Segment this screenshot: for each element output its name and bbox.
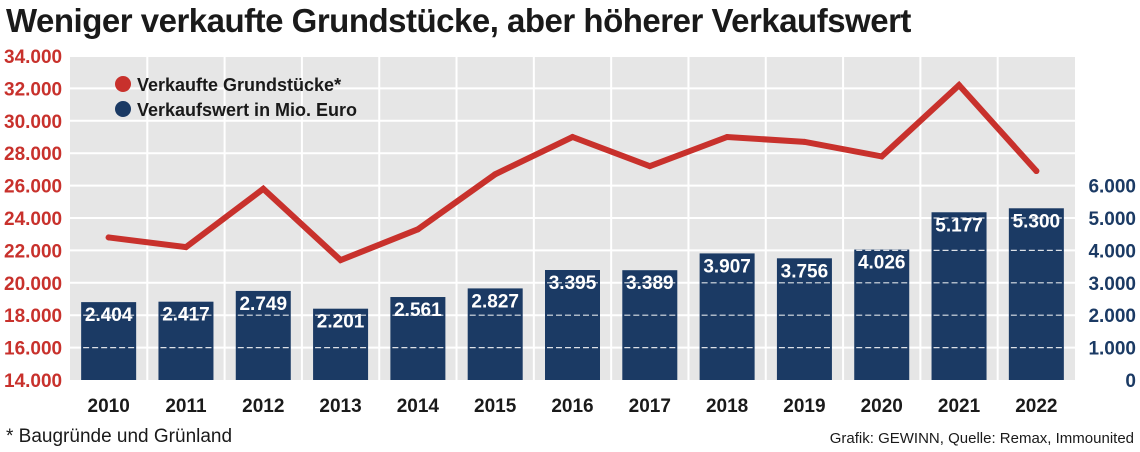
right-tick-label: 5.000	[1088, 209, 1136, 230]
bar-value-label: 2.827	[471, 291, 519, 312]
bar-2022	[1008, 208, 1064, 380]
left-tick-label: 18.000	[4, 306, 62, 327]
line-point-2010	[105, 234, 112, 241]
bar-value-label: 3.389	[626, 273, 674, 294]
chart-title: Weniger verkaufte Grundstücke, aber höhe…	[6, 2, 911, 39]
line-point-2018	[724, 134, 731, 140]
x-tick-label: 2014	[397, 396, 440, 417]
x-tick-label: 2021	[938, 396, 981, 417]
bar-value-labels: 2.404 2.417 2.749 2.201 2.561 2.827 3.395 3.389…	[85, 211, 1060, 332]
line-point-2020	[878, 153, 885, 160]
bar-value-label: 3.907	[703, 256, 751, 277]
footnote: * Baugründe und Grünland	[6, 426, 233, 447]
line-point-2013	[337, 257, 344, 264]
bar-value-label: 5.177	[935, 215, 983, 236]
x-tick-label: 2016	[551, 396, 593, 417]
x-axis-ticks: 2010 2011 2012 2013 2014 2015 2016 2017 2018 2019…	[88, 396, 1058, 417]
bar-2020	[854, 249, 910, 380]
bar-value-label: 2.561	[394, 300, 442, 321]
line-point-2011	[182, 244, 189, 251]
left-tick-label: 26.000	[4, 177, 62, 198]
x-tick-label: 2010	[88, 396, 130, 417]
bar-value-label: 5.300	[1013, 211, 1061, 232]
line-point-2022	[1033, 168, 1040, 175]
line-point-2021	[956, 82, 963, 89]
left-tick-label: 34.000	[4, 47, 62, 68]
bar-value-label: 2.417	[162, 305, 210, 326]
bar-2014	[390, 297, 446, 380]
right-axis-ticks: 0 1.000 2.000 3.000 4.000 5.000 6.000	[1088, 177, 1136, 392]
legend-marker-bar	[115, 101, 131, 117]
bar-2021	[931, 212, 987, 380]
left-tick-label: 24.000	[4, 209, 62, 230]
bar-2016	[545, 270, 600, 380]
x-tick-label: 2015	[474, 396, 517, 417]
right-tick-label: 6.000	[1088, 177, 1136, 198]
bar-value-label: 2.749	[239, 294, 287, 315]
line-point-2016	[569, 134, 576, 140]
bar-2019	[776, 258, 832, 380]
x-tick-label: 2018	[706, 396, 748, 417]
bar-value-label: 3.395	[549, 273, 597, 294]
line-point-2019	[801, 138, 808, 145]
bar-2011	[158, 301, 214, 380]
x-tick-label: 2019	[783, 396, 825, 417]
legend-label-line: Verkaufte Grundstücke*	[137, 75, 341, 95]
line-point-2012	[260, 185, 267, 192]
right-tick-label: 3.000	[1088, 274, 1136, 295]
left-axis-ticks: 14.000 16.000 18.000 20.000 22.000 24.000 26.0…	[4, 47, 62, 392]
right-tick-label: 4.000	[1088, 241, 1136, 262]
line-point-2015	[492, 171, 499, 178]
bar-value-label: 4.026	[858, 253, 906, 274]
left-tick-label: 20.000	[4, 274, 62, 295]
line-point-2017	[646, 163, 653, 170]
x-tick-label: 2020	[861, 396, 903, 417]
left-tick-label: 32.000	[4, 79, 62, 100]
x-tick-label: 2017	[629, 396, 671, 417]
left-tick-label: 22.000	[4, 241, 62, 262]
bar-2013	[313, 308, 369, 380]
bar-2017	[622, 270, 678, 380]
right-tick-label: 2.000	[1088, 306, 1136, 327]
line-series	[105, 80, 1040, 264]
legend: Verkaufte Grundstücke* Verkaufswert in Mi…	[115, 75, 357, 120]
bar-2012	[235, 290, 291, 380]
bar-2015	[467, 288, 523, 380]
x-tick-label: 2011	[165, 396, 207, 417]
x-tick-label: 2013	[319, 396, 361, 417]
bar-2018	[699, 253, 755, 380]
x-tick-label: 2012	[242, 396, 284, 417]
x-tick-label: 2022	[1015, 396, 1057, 417]
bar-2010	[81, 302, 137, 380]
left-tick-label: 28.000	[4, 144, 62, 165]
legend-label-bar: Verkaufswert in Mio. Euro	[137, 100, 357, 120]
legend-marker-line	[115, 76, 131, 92]
left-tick-label: 30.000	[4, 112, 62, 133]
bar-value-label: 2.404	[85, 305, 133, 326]
right-tick-label: 1.000	[1088, 339, 1136, 360]
right-tick-label: 0	[1125, 371, 1136, 392]
bar-value-label: 3.756	[781, 261, 829, 282]
source-credit: Grafik: GEWINN, Quelle: Remax, Immounite…	[829, 430, 1134, 447]
left-tick-label: 14.000	[4, 371, 62, 392]
left-tick-label: 16.000	[4, 339, 62, 360]
bar-series	[81, 208, 1064, 380]
bar-value-label: 2.201	[317, 312, 365, 333]
line-point-2014	[414, 226, 421, 233]
